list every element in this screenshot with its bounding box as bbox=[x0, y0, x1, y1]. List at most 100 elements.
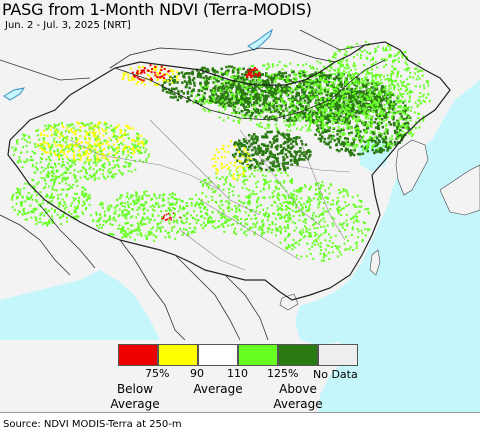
ndvi-pixel bbox=[380, 73, 383, 76]
ndvi-pixel bbox=[339, 60, 342, 63]
ndvi-pixel bbox=[116, 151, 119, 154]
ndvi-pixel bbox=[312, 257, 315, 260]
ndvi-pixel bbox=[200, 103, 203, 107]
ndvi-pixel bbox=[298, 157, 301, 160]
ndvi-pixel bbox=[332, 134, 335, 138]
ndvi-pixel bbox=[369, 136, 372, 140]
ndvi-pixel bbox=[375, 144, 378, 147]
ndvi-pixel bbox=[277, 212, 280, 215]
ndvi-pixel bbox=[282, 112, 285, 115]
ndvi-pixel bbox=[291, 90, 294, 94]
ndvi-pixel bbox=[390, 92, 393, 95]
ndvi-pixel bbox=[339, 209, 342, 212]
ndvi-pixel bbox=[233, 66, 236, 70]
ndvi-pixel bbox=[244, 218, 246, 221]
ndvi-pixel bbox=[292, 239, 295, 241]
ndvi-pixel bbox=[372, 86, 375, 89]
ndvi-pixel bbox=[93, 155, 96, 158]
ndvi-pixel bbox=[121, 236, 124, 239]
ndvi-pixel bbox=[283, 136, 286, 139]
ndvi-pixel bbox=[312, 212, 315, 215]
ndvi-pixel bbox=[210, 219, 213, 222]
ndvi-pixel bbox=[302, 158, 306, 161]
ndvi-pixel bbox=[390, 91, 393, 94]
ndvi-pixel bbox=[319, 86, 322, 89]
ndvi-pixel bbox=[72, 126, 75, 129]
ndvi-pixel bbox=[199, 97, 201, 100]
ndvi-pixel bbox=[356, 42, 359, 45]
ndvi-pixel bbox=[118, 208, 121, 211]
ndvi-pixel bbox=[299, 203, 302, 206]
ndvi-pixel bbox=[300, 197, 303, 200]
ndvi-pixel bbox=[214, 76, 217, 79]
ndvi-pixel bbox=[237, 98, 241, 102]
ndvi-pixel bbox=[291, 98, 294, 101]
ndvi-pixel bbox=[253, 133, 256, 136]
bay-of-bengal bbox=[0, 270, 160, 340]
ndvi-pixel bbox=[66, 123, 69, 126]
ndvi-pixel bbox=[251, 96, 253, 99]
ndvi-pixel bbox=[316, 117, 319, 120]
ndvi-pixel bbox=[389, 123, 392, 126]
ndvi-pixel bbox=[126, 146, 128, 149]
ndvi-pixel bbox=[248, 175, 251, 178]
ndvi-pixel bbox=[266, 104, 269, 107]
ndvi-pixel bbox=[182, 228, 185, 231]
ndvi-pixel bbox=[403, 80, 406, 83]
ndvi-pixel bbox=[388, 92, 391, 95]
ndvi-pixel bbox=[145, 139, 148, 142]
ndvi-pixel bbox=[274, 109, 277, 113]
ndvi-pixel bbox=[262, 108, 265, 111]
ndvi-pixel bbox=[401, 100, 404, 103]
ndvi-pixel bbox=[125, 232, 128, 235]
ndvi-pixel bbox=[396, 141, 400, 144]
ndvi-pixel bbox=[306, 96, 309, 100]
ndvi-pixel bbox=[322, 112, 325, 115]
ndvi-pixel bbox=[209, 99, 212, 103]
ndvi-pixel bbox=[60, 132, 63, 134]
ndvi-pixel bbox=[344, 110, 347, 113]
ndvi-pixel bbox=[110, 205, 113, 208]
ndvi-pixel bbox=[319, 133, 322, 136]
ndvi-pixel bbox=[352, 137, 355, 140]
ndvi-pixel bbox=[161, 226, 164, 229]
ndvi-pixel bbox=[268, 196, 271, 199]
ndvi-pixel bbox=[246, 223, 249, 226]
ndvi-pixel bbox=[246, 105, 249, 108]
ndvi-pixel bbox=[330, 92, 333, 95]
ndvi-pixel bbox=[319, 249, 322, 252]
ndvi-pixel bbox=[347, 112, 350, 115]
ndvi-pixel bbox=[286, 235, 289, 238]
ndvi-pixel bbox=[379, 100, 382, 103]
ndvi-pixel bbox=[128, 231, 131, 234]
ndvi-pixel bbox=[301, 116, 304, 120]
ndvi-pixel bbox=[240, 100, 243, 103]
ndvi-pixel bbox=[234, 115, 237, 118]
ndvi-pixel bbox=[26, 140, 28, 143]
ndvi-pixel bbox=[257, 205, 260, 207]
ndvi-pixel bbox=[272, 103, 275, 106]
ndvi-pixel bbox=[126, 233, 129, 236]
ndvi-pixel bbox=[343, 66, 346, 69]
ndvi-pixel bbox=[264, 98, 268, 102]
ndvi-pixel bbox=[283, 64, 286, 67]
ndvi-pixel bbox=[262, 188, 265, 191]
ndvi-pixel bbox=[72, 173, 75, 176]
ndvi-pixel bbox=[363, 131, 366, 134]
ndvi-pixel bbox=[329, 146, 332, 149]
ndvi-pixel bbox=[365, 73, 368, 76]
ndvi-pixel bbox=[262, 225, 265, 228]
ndvi-pixel bbox=[399, 125, 402, 128]
ndvi-pixel bbox=[282, 72, 285, 75]
ndvi-pixel bbox=[56, 150, 59, 153]
ndvi-pixel bbox=[159, 228, 162, 231]
ndvi-pixel bbox=[167, 197, 170, 200]
ndvi-pixel bbox=[188, 197, 191, 200]
ndvi-pixel bbox=[287, 146, 290, 149]
ndvi-pixel bbox=[374, 102, 377, 105]
ndvi-pixel bbox=[349, 153, 352, 157]
ndvi-pixel bbox=[285, 79, 288, 82]
ndvi-pixel bbox=[254, 109, 257, 113]
ndvi-pixel bbox=[315, 215, 317, 218]
ndvi-pixel bbox=[365, 109, 369, 113]
